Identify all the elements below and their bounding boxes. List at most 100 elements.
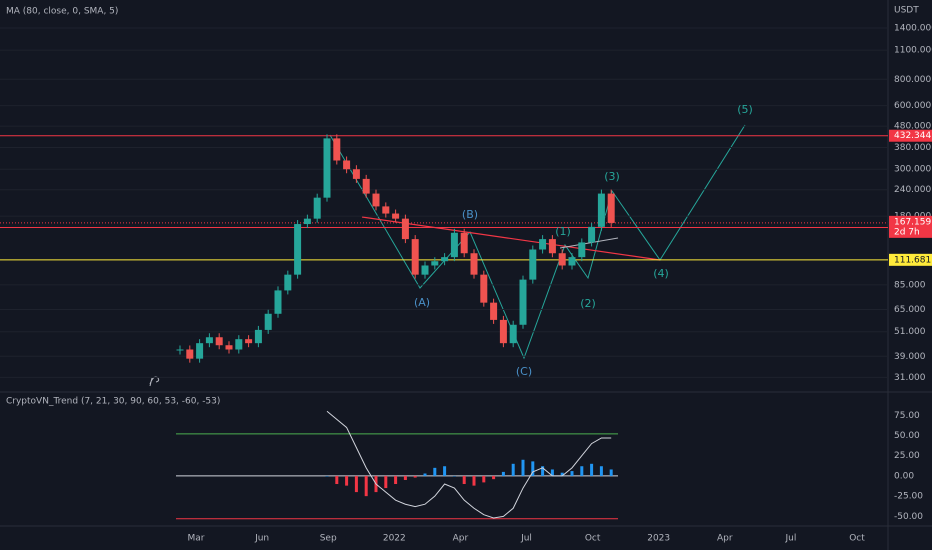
osc-tick-label: 50.00 xyxy=(894,431,920,441)
osc-bar xyxy=(325,475,329,477)
candle xyxy=(215,337,223,346)
osc-bar xyxy=(384,475,388,489)
candle xyxy=(352,169,360,179)
candle xyxy=(421,265,429,275)
x-tick-label: Sep xyxy=(320,534,337,544)
y-tick-label: 51.000 xyxy=(894,327,926,337)
osc-tick-label: -50.00 xyxy=(894,512,923,522)
osc-bar xyxy=(394,475,398,485)
osc-bar xyxy=(492,475,496,480)
osc-bar xyxy=(472,475,476,486)
osc-bar xyxy=(560,472,564,476)
osc-bar xyxy=(354,475,358,493)
y-tick-label: 39.000 xyxy=(894,352,926,362)
wave-label: (3) xyxy=(604,170,620,183)
osc-line xyxy=(326,410,612,519)
level-label: 111.681 xyxy=(894,255,931,265)
osc-tick-label: 0.00 xyxy=(894,471,914,481)
osc-bar xyxy=(433,467,437,476)
wave-label: (B) xyxy=(462,208,478,221)
x-tick-label: Oct xyxy=(849,534,865,544)
candle xyxy=(362,178,370,194)
wave-label: (1) xyxy=(555,225,571,238)
osc-tick-label: 25.00 xyxy=(894,451,920,461)
candle xyxy=(205,337,213,344)
candle xyxy=(529,249,537,280)
osc-bar xyxy=(413,475,417,478)
osc-bar xyxy=(550,469,554,476)
oscillator-label: CryptoVN_Trend (7, 21, 30, 90, 60, 53, -… xyxy=(6,397,220,407)
candle xyxy=(382,206,390,214)
candle xyxy=(323,138,331,198)
osc-bar xyxy=(345,475,349,486)
candle xyxy=(372,193,380,207)
candle xyxy=(568,257,576,266)
countdown: 2d 7h xyxy=(894,227,920,237)
candle xyxy=(303,218,311,225)
candle xyxy=(313,197,321,219)
candle xyxy=(539,239,547,250)
candle xyxy=(597,193,605,227)
y-tick-label: 480.000 xyxy=(894,122,931,132)
x-tick-label: Mar xyxy=(188,534,205,544)
candle xyxy=(186,349,194,359)
y-tick-label: 85.000 xyxy=(894,280,926,290)
candle xyxy=(480,274,488,303)
candle xyxy=(509,324,517,344)
osc-bar xyxy=(364,475,368,497)
candle xyxy=(460,232,468,254)
osc-bar xyxy=(482,475,486,483)
y-tick-label: 1400.000 xyxy=(894,23,932,33)
osc-bar xyxy=(609,469,613,476)
candle xyxy=(588,226,596,243)
candle xyxy=(548,239,556,254)
wave-path xyxy=(329,124,746,360)
y-tick-label: 1100.000 xyxy=(894,46,932,56)
x-tick-label: 2023 xyxy=(647,534,670,544)
candle xyxy=(235,339,243,350)
candle xyxy=(225,345,233,350)
candle xyxy=(401,218,409,240)
level-tag xyxy=(889,253,932,266)
candle xyxy=(176,349,184,351)
candle xyxy=(196,343,204,359)
candle xyxy=(264,313,272,330)
osc-bar xyxy=(511,463,515,476)
candle xyxy=(254,329,262,344)
candle xyxy=(411,239,419,275)
candle xyxy=(607,193,615,223)
last-price-label: 167.159 xyxy=(894,217,931,227)
osc-bar xyxy=(541,466,545,476)
osc-bar xyxy=(531,461,535,476)
wave-label: (5) xyxy=(737,103,753,116)
candle xyxy=(392,213,400,219)
x-tick-label: Apr xyxy=(453,534,469,544)
candle xyxy=(450,232,458,258)
ma-label: MA (80, close, 0, SMA, 5) xyxy=(6,7,118,17)
candle xyxy=(284,274,292,291)
osc-tick-label: -25.00 xyxy=(894,492,923,502)
wave-label: (C) xyxy=(516,365,532,378)
osc-bar xyxy=(599,466,603,476)
x-tick-label: Jun xyxy=(254,534,269,544)
candle xyxy=(578,242,586,258)
y-tick-label: 800.000 xyxy=(894,75,931,85)
candle xyxy=(245,339,253,344)
candle xyxy=(441,257,449,262)
osc-tick-label: 75.00 xyxy=(894,411,920,421)
wave-label: (2) xyxy=(580,297,596,310)
level-tag xyxy=(889,129,932,142)
wave-label: (A) xyxy=(414,296,430,309)
osc-bar xyxy=(423,473,427,476)
level-label: 432.344 xyxy=(894,131,931,141)
osc-bar xyxy=(335,475,339,485)
x-tick-label: Jul xyxy=(784,534,796,544)
x-tick-label: Apr xyxy=(717,534,733,544)
osc-bar xyxy=(501,471,505,476)
currency: USDT xyxy=(894,6,919,16)
y-tick-label: 65.000 xyxy=(894,305,926,315)
x-tick-label: Oct xyxy=(585,534,601,544)
osc-bar xyxy=(521,459,525,476)
